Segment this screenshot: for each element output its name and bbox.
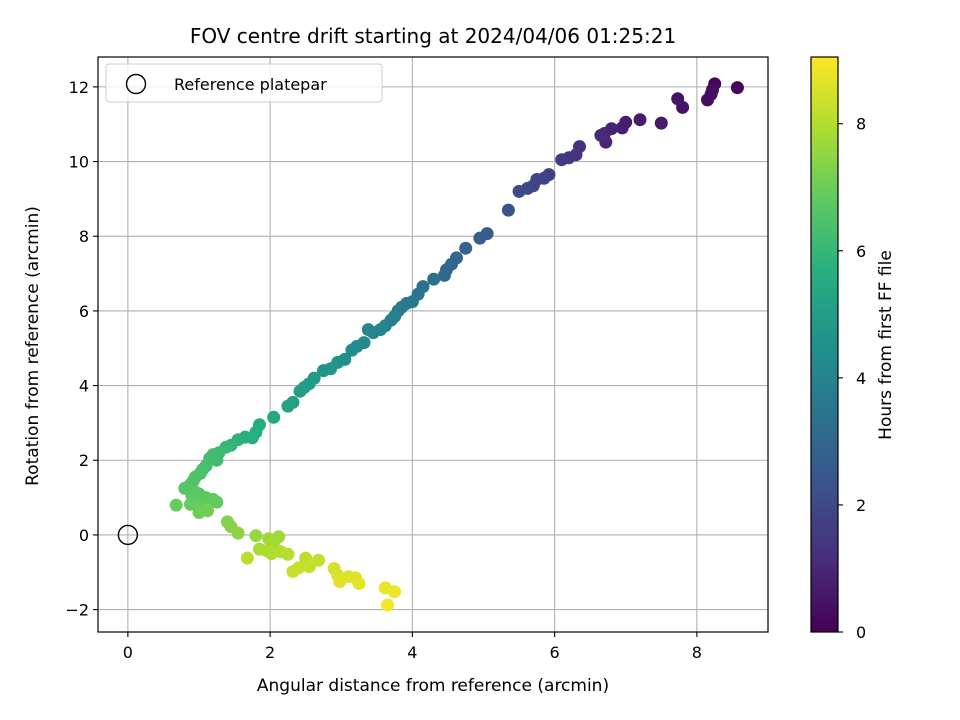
data-point (555, 153, 569, 167)
y-tick-label: −2 (65, 601, 89, 620)
data-point (615, 121, 629, 135)
x-tick-label: 0 (123, 643, 133, 662)
colorbar-tick-label: 6 (856, 242, 866, 261)
reference-point-marker (117, 524, 139, 546)
y-tick-label: 4 (79, 377, 89, 396)
x-tick-label: 4 (407, 643, 417, 662)
y-tick-label: 10 (69, 153, 89, 172)
data-point (501, 203, 515, 217)
legend-box (105, 63, 383, 103)
data-point (312, 553, 325, 567)
legend-marker-reference (125, 73, 147, 95)
colorbar-gradient (810, 56, 839, 633)
y-tick-label: 2 (79, 451, 89, 470)
data-point (302, 560, 316, 574)
data-point (281, 547, 295, 561)
colorbar-label: Hours from first FF file (876, 250, 896, 440)
data-point (286, 565, 300, 578)
data-point (654, 116, 668, 130)
data-point (459, 241, 473, 255)
data-point (427, 272, 441, 286)
colorbar-tick-label: 0 (856, 623, 866, 642)
colorbar-tick-label: 8 (856, 115, 866, 134)
data-point (730, 81, 744, 95)
data-point (281, 399, 295, 413)
x-axis-ticks: 0 2 4 6 8 (123, 632, 702, 662)
data-point (361, 323, 375, 337)
legend-label-reference: Reference platepar (174, 75, 327, 94)
data-point (345, 343, 359, 357)
x-axis-label: Angular distance from reference (arcmin) (257, 676, 609, 696)
colorbar-tick-label: 2 (856, 496, 866, 515)
data-point (231, 526, 245, 540)
y-tick-label: 0 (79, 526, 89, 545)
data-point (210, 495, 224, 509)
data-point (437, 268, 451, 282)
data-points (117, 77, 744, 612)
data-point (381, 598, 394, 612)
chart-title: FOV centre drift starting at 2024/04/06 … (190, 24, 676, 48)
legend: Reference platepar (105, 63, 383, 103)
x-tick-label: 8 (692, 643, 702, 662)
colorbar: 0 2 4 6 8 Hours from first FF file (810, 56, 896, 642)
y-tick-label: 12 (69, 78, 89, 97)
data-point (352, 577, 366, 590)
data-point (594, 128, 608, 142)
data-point (512, 184, 526, 198)
data-point (388, 585, 402, 599)
data-point (169, 498, 183, 512)
data-point (473, 231, 487, 245)
data-point (267, 410, 281, 424)
data-point (249, 529, 263, 543)
y-tick-label: 8 (79, 227, 89, 246)
data-point (293, 384, 307, 398)
data-point (671, 92, 685, 106)
data-point (184, 497, 197, 511)
data-point (240, 551, 254, 565)
y-axis-label: Rotation from reference (arcmin) (23, 206, 43, 486)
data-point (333, 575, 347, 589)
colorbar-ticks: 0 2 4 6 8 (838, 115, 866, 642)
data-point (633, 113, 647, 127)
data-point (704, 87, 718, 101)
colorbar-tick-label: 4 (856, 369, 866, 388)
plot-frame (97, 56, 769, 633)
data-point (201, 504, 214, 518)
y-axis-ticks: −2 0 2 4 6 8 10 12 (65, 78, 98, 620)
y-tick-label: 6 (79, 302, 89, 321)
x-tick-label: 2 (265, 643, 275, 662)
grid-lines (98, 57, 768, 632)
x-tick-label: 6 (550, 643, 560, 662)
data-point (317, 364, 330, 378)
